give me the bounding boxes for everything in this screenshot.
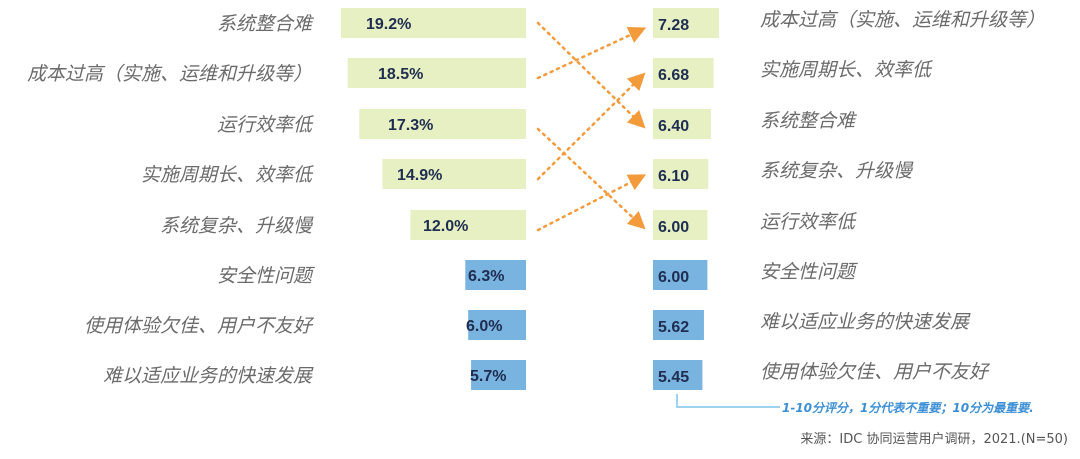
right-category-label: 运行效率低: [760, 211, 857, 233]
left-bar-value-label: 17.3%: [388, 117, 433, 134]
right-bar-value-label: 6.40: [658, 118, 689, 135]
left-bar: [347, 58, 526, 88]
rank-change-arrow: [536, 21, 646, 129]
right-category-label: 系统复杂、升级慢: [760, 160, 914, 182]
rating-scale-note: 1-10分评分，1分代表不重要；10分为最重要.: [782, 401, 1034, 415]
left-bar-value-label: 18.5%: [378, 66, 423, 83]
rank-change-arrow: [536, 26, 647, 80]
right-bar: [653, 58, 714, 88]
left-bar: [468, 310, 526, 340]
right-bar: [653, 109, 712, 139]
right-bar-value-label: 7.28: [658, 17, 689, 34]
left-bar: [359, 109, 526, 139]
right-category-label: 使用体验欠佳、用户不友好: [760, 361, 991, 383]
left-bar-value-label: 12.0%: [423, 218, 468, 235]
left-bar-value-label: 5.7%: [470, 368, 506, 385]
rank-change-arrows: [536, 21, 647, 232]
rank-change-arrow: [536, 127, 646, 230]
left-category-label: 实施周期长、效率低: [141, 164, 314, 186]
left-category-label: 运行效率低: [217, 114, 314, 136]
left-category-label: 安全性问题: [217, 265, 315, 287]
right-bar-chart: 7.28 成本过高（实施、运维和升级等） 6.68 实施周期长、效率低 6.40 系统整合…: [653, 8, 1045, 390]
right-bar-value-label: 5.62: [658, 319, 689, 336]
left-category-label: 系统整合难: [217, 13, 315, 35]
left-bar: [471, 360, 526, 390]
left-bar-chart: 19.2% 系统整合难 18.5% 成本过高（实施、运维和升级等） 17.3% 运行效率低…: [27, 8, 526, 390]
left-bar-value-label: 6.3%: [468, 268, 504, 285]
right-category-label: 难以适应业务的快速发展: [760, 311, 971, 333]
right-category-label: 安全性问题: [760, 261, 858, 283]
left-bar-value-label: 6.0%: [466, 318, 502, 335]
right-bar-value-label: 6.00: [658, 269, 689, 286]
left-bar: [382, 159, 526, 189]
note-bracket: [676, 394, 780, 408]
right-bar: [653, 310, 704, 340]
right-bar-value-label: 6.10: [658, 168, 689, 185]
left-bar: [465, 260, 526, 290]
right-bar: [653, 260, 708, 290]
right-bar-value-label: 6.00: [658, 219, 689, 236]
left-bar-value-label: 19.2%: [366, 16, 411, 33]
left-bar-value-label: 14.9%: [397, 167, 442, 184]
left-bar: [341, 8, 526, 38]
right-bar: [653, 210, 708, 240]
right-bar: [653, 8, 719, 38]
right-bar: [653, 360, 703, 390]
right-bar-value-label: 6.68: [658, 67, 689, 84]
right-category-label: 成本过高（实施、运维和升级等）: [760, 9, 1045, 31]
right-bar: [653, 159, 709, 189]
right-category-label: 实施周期长、效率低: [760, 59, 933, 81]
right-bar-value-label: 5.45: [658, 369, 689, 386]
left-category-label: 成本过高（实施、运维和升级等）: [27, 63, 312, 85]
left-category-label: 系统复杂、升级慢: [160, 215, 314, 237]
rank-change-arrow: [536, 174, 647, 232]
left-bar: [410, 210, 526, 240]
left-category-label: 难以适应业务的快速发展: [103, 365, 314, 387]
rank-change-arrow: [536, 72, 646, 181]
left-category-label: 使用体验欠佳、用户不友好: [84, 315, 315, 337]
source-citation: 来源：IDC 协同运营用户调研，2021.(N=50): [800, 432, 1068, 447]
right-category-label: 系统整合难: [760, 110, 858, 132]
